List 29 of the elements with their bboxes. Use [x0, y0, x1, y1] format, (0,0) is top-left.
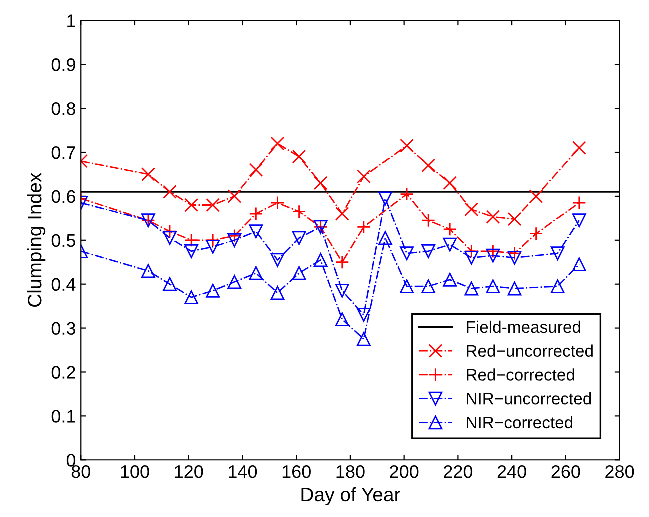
- y-tick-label: 0.7: [52, 146, 76, 160]
- y-tick-label: 0.9: [52, 58, 76, 72]
- y-tick-label: 1: [68, 14, 76, 28]
- y-tick-label: 0.5: [52, 234, 76, 248]
- x-tick-label: 260: [552, 465, 580, 478]
- x-tick-label: 140: [229, 465, 258, 478]
- x-tick-label: 100: [121, 465, 150, 478]
- y-axis-title: Clumping Index: [27, 173, 46, 307]
- x-tick-label: 220: [444, 465, 473, 478]
- y-tick-label: 0.6: [52, 190, 76, 204]
- legend-label: NIR−corrected: [467, 416, 573, 429]
- y-tick-label: 0.4: [52, 278, 76, 292]
- y-tick-label: 0.3: [52, 322, 76, 336]
- x-tick-label: 120: [175, 465, 204, 478]
- x-tick-label: 200: [390, 465, 419, 478]
- legend-label: Field-measured: [467, 320, 580, 334]
- y-tick-label: 0: [66, 454, 76, 467]
- x-axis-title: Day of Year: [302, 487, 400, 506]
- y-tick-label: 0.1: [52, 410, 76, 423]
- x-tick-label: 160: [282, 465, 311, 478]
- x-tick-label: 80: [72, 465, 90, 478]
- x-tick-label: 240: [498, 465, 526, 478]
- x-tick-label: 280: [606, 465, 634, 478]
- x-tick-label: 180: [336, 465, 365, 478]
- y-tick-label: 0.8: [52, 102, 76, 116]
- legend-label: NIR−uncorrected: [467, 392, 592, 405]
- legend-label: Red−corrected: [467, 368, 574, 381]
- legend-label: Red−uncorrected: [467, 344, 593, 358]
- y-tick-label: 0.2: [52, 366, 76, 379]
